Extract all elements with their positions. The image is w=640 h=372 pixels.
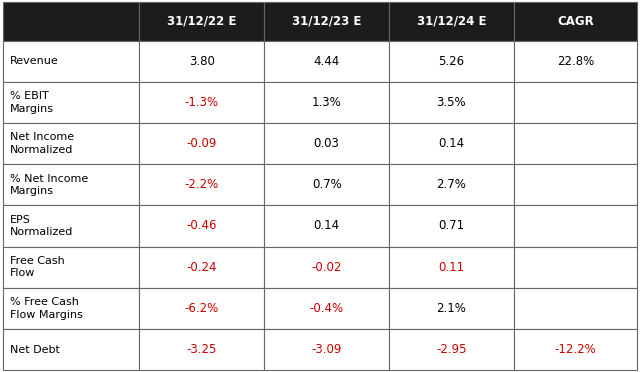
Text: Free Cash
Flow: Free Cash Flow <box>10 256 65 278</box>
Bar <box>264 288 389 329</box>
Bar <box>389 82 514 123</box>
Bar <box>514 41 637 82</box>
Bar <box>264 2 389 41</box>
Bar <box>140 288 264 329</box>
Bar <box>3 288 140 329</box>
Bar <box>389 2 514 41</box>
Bar <box>514 164 637 205</box>
Text: -1.3%: -1.3% <box>185 96 219 109</box>
Bar <box>140 2 264 41</box>
Bar <box>264 247 389 288</box>
Text: 22.8%: 22.8% <box>557 55 594 68</box>
Bar <box>389 247 514 288</box>
Text: 0.14: 0.14 <box>314 219 340 232</box>
Bar <box>264 164 389 205</box>
Text: 2.7%: 2.7% <box>436 178 467 191</box>
Text: % Net Income
Margins: % Net Income Margins <box>10 173 88 196</box>
Bar <box>3 329 140 370</box>
Text: 31/12/23 E: 31/12/23 E <box>292 15 362 28</box>
Text: -0.09: -0.09 <box>187 137 217 150</box>
Bar <box>514 247 637 288</box>
Bar <box>3 247 140 288</box>
Text: EPS
Normalized: EPS Normalized <box>10 215 73 237</box>
Bar <box>264 329 389 370</box>
Bar <box>3 41 140 82</box>
Bar <box>3 2 140 41</box>
Bar <box>3 205 140 247</box>
Text: Juxtaposed Ideas: Juxtaposed Ideas <box>282 208 358 217</box>
Bar <box>3 164 140 205</box>
Bar <box>140 329 264 370</box>
Bar <box>140 247 264 288</box>
Bar <box>514 82 637 123</box>
Bar <box>140 164 264 205</box>
Bar <box>3 82 140 123</box>
Bar <box>389 288 514 329</box>
Text: 31/12/22 E: 31/12/22 E <box>167 15 237 28</box>
Text: -2.2%: -2.2% <box>185 178 219 191</box>
Text: -12.2%: -12.2% <box>554 343 596 356</box>
Text: 1.3%: 1.3% <box>312 96 342 109</box>
Text: -3.25: -3.25 <box>187 343 217 356</box>
Text: -3.09: -3.09 <box>312 343 342 356</box>
Text: 0.71: 0.71 <box>438 219 465 232</box>
Bar <box>389 329 514 370</box>
Text: 0.14: 0.14 <box>438 137 465 150</box>
Text: Net Debt: Net Debt <box>10 344 60 355</box>
Bar <box>389 164 514 205</box>
Text: % EBIT
Margins: % EBIT Margins <box>10 91 54 113</box>
Bar <box>264 205 389 247</box>
Bar <box>264 123 389 164</box>
Bar <box>514 288 637 329</box>
Bar <box>389 123 514 164</box>
Bar <box>3 123 140 164</box>
Text: JI: JI <box>294 152 346 207</box>
Text: -0.24: -0.24 <box>187 261 217 274</box>
Text: -0.4%: -0.4% <box>310 302 344 315</box>
Text: 4.44: 4.44 <box>314 55 340 68</box>
Text: -0.46: -0.46 <box>187 219 217 232</box>
Text: 5.26: 5.26 <box>438 55 465 68</box>
Text: -0.02: -0.02 <box>312 261 342 274</box>
Bar <box>514 123 637 164</box>
Text: Revenue: Revenue <box>10 56 58 66</box>
Text: -6.2%: -6.2% <box>185 302 219 315</box>
Bar <box>140 205 264 247</box>
Bar <box>514 2 637 41</box>
Text: 3.5%: 3.5% <box>436 96 467 109</box>
Text: 0.7%: 0.7% <box>312 178 342 191</box>
Text: 3.80: 3.80 <box>189 55 215 68</box>
Bar <box>264 41 389 82</box>
Bar <box>140 41 264 82</box>
Text: 31/12/24 E: 31/12/24 E <box>417 15 486 28</box>
Bar <box>389 41 514 82</box>
Bar <box>389 205 514 247</box>
Text: 0.11: 0.11 <box>438 261 465 274</box>
Text: -2.95: -2.95 <box>436 343 467 356</box>
Bar <box>514 205 637 247</box>
Bar <box>140 123 264 164</box>
Bar <box>140 82 264 123</box>
Text: CAGR: CAGR <box>557 15 594 28</box>
Text: Net Income
Normalized: Net Income Normalized <box>10 132 74 155</box>
Bar <box>514 329 637 370</box>
Text: 2.1%: 2.1% <box>436 302 467 315</box>
Bar <box>264 82 389 123</box>
Text: % Free Cash
Flow Margins: % Free Cash Flow Margins <box>10 297 83 320</box>
Text: 0.03: 0.03 <box>314 137 340 150</box>
